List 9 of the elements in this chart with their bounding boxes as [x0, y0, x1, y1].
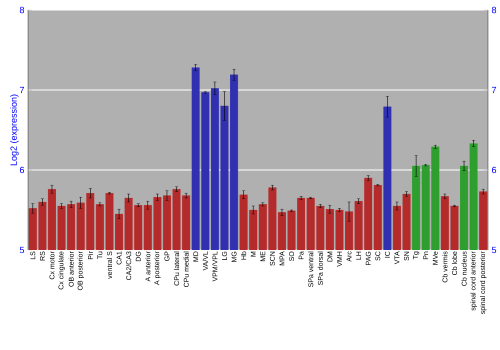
y2-tick-label: 6 [492, 166, 496, 174]
y2-tick-label: 8 [492, 6, 496, 14]
y-tick-label: 8 [20, 6, 24, 14]
y-tick-label: 6 [20, 166, 24, 174]
y-axis-title: Log2 (expression) [10, 94, 19, 166]
y2-tick-label: 7 [492, 86, 496, 94]
y-tick-label: 7 [20, 86, 24, 94]
y-tick-label: 5 [20, 246, 24, 254]
y2-tick-label: 5 [492, 246, 496, 254]
